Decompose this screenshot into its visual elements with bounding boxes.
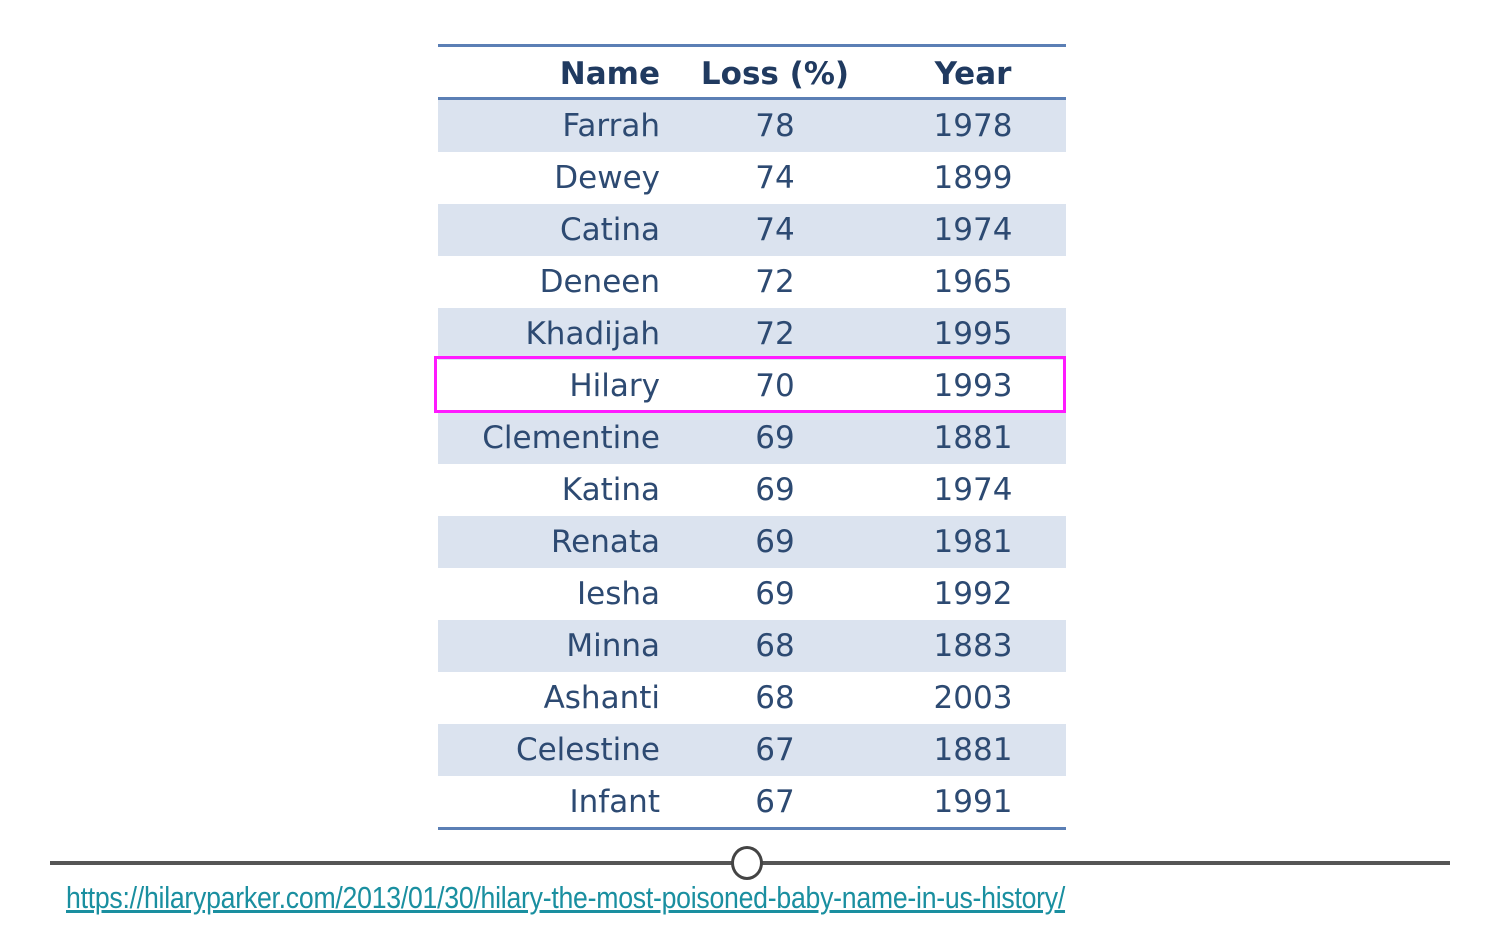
- cell-year: 1974: [933, 472, 1013, 508]
- cell-year: 2003: [933, 680, 1013, 716]
- table-row: Catina 74 1974: [438, 204, 1066, 256]
- cell-loss: 67: [755, 732, 795, 768]
- header-loss: Loss (%): [700, 56, 850, 92]
- cell-loss: 69: [755, 576, 795, 612]
- hilary-highlight-box: [434, 356, 1066, 413]
- source-link[interactable]: https://hilaryparker.com/2013/01/30/hila…: [66, 880, 1066, 915]
- cell-loss: 70: [755, 368, 795, 404]
- cell-year: 1883: [933, 628, 1013, 664]
- cell-name: Dewey: [554, 160, 660, 196]
- cell-year: 1993: [933, 368, 1013, 404]
- table-header-row: Name Loss (%) Year: [438, 47, 1066, 100]
- cell-name: Hilary: [569, 368, 660, 404]
- cell-year: 1978: [933, 108, 1013, 144]
- cell-name: Celestine: [515, 732, 660, 768]
- cell-year: 1965: [933, 264, 1013, 300]
- table-row: Renata 69 1981: [438, 516, 1066, 568]
- cell-loss: 78: [755, 108, 795, 144]
- cell-name: Ashanti: [543, 680, 660, 716]
- table-row: Deneen 72 1965: [438, 256, 1066, 308]
- cell-year: 1881: [933, 420, 1013, 456]
- cell-loss: 74: [755, 160, 795, 196]
- cell-year: 1881: [933, 732, 1013, 768]
- cell-loss: 74: [755, 212, 795, 248]
- table-row: Minna 68 1883: [438, 620, 1066, 672]
- cell-name: Khadijah: [525, 316, 660, 352]
- cell-name: Minna: [566, 628, 660, 664]
- cell-name: Farrah: [562, 108, 660, 144]
- table-top-rule: [438, 44, 1066, 47]
- cell-loss: 72: [755, 316, 795, 352]
- table-row: Dewey 74 1899: [438, 152, 1066, 204]
- timeline-node-circle-icon[interactable]: [731, 846, 763, 880]
- cell-loss: 68: [755, 680, 795, 716]
- cell-name: Infant: [569, 784, 660, 820]
- table-row: Clementine 69 1881: [438, 412, 1066, 464]
- cell-year: 1995: [933, 316, 1013, 352]
- cell-year: 1992: [933, 576, 1013, 612]
- table-row-highlighted: Hilary 70 1993: [438, 360, 1066, 412]
- table-row: Farrah 78 1978: [438, 100, 1066, 152]
- table-body: Farrah 78 1978 Dewey 74 1899 Catina 74 1…: [438, 100, 1066, 828]
- table-bottom-rule: [438, 827, 1066, 830]
- cell-name: Renata: [550, 524, 660, 560]
- cell-year: 1991: [933, 784, 1013, 820]
- table-row: Infant 67 1991: [438, 776, 1066, 828]
- table-row: Iesha 69 1992: [438, 568, 1066, 620]
- cell-loss: 69: [755, 420, 795, 456]
- cell-year: 1974: [933, 212, 1013, 248]
- cell-name: Deneen: [539, 264, 660, 300]
- cell-name: Iesha: [576, 576, 660, 612]
- cell-loss: 69: [755, 472, 795, 508]
- header-year: Year: [934, 56, 1012, 92]
- table-row: Ashanti 68 2003: [438, 672, 1066, 724]
- cell-name: Catina: [559, 212, 660, 248]
- table-row: Katina 69 1974: [438, 464, 1066, 516]
- cell-loss: 72: [755, 264, 795, 300]
- table-row: Khadijah 72 1995: [438, 308, 1066, 360]
- cell-year: 1899: [933, 160, 1013, 196]
- cell-loss: 68: [755, 628, 795, 664]
- cell-name: Clementine: [482, 420, 660, 456]
- table-row: Celestine 67 1881: [438, 724, 1066, 776]
- cell-year: 1981: [933, 524, 1013, 560]
- cell-loss: 67: [755, 784, 795, 820]
- cell-loss: 69: [755, 524, 795, 560]
- header-name: Name: [559, 56, 660, 92]
- cell-name: Katina: [561, 472, 660, 508]
